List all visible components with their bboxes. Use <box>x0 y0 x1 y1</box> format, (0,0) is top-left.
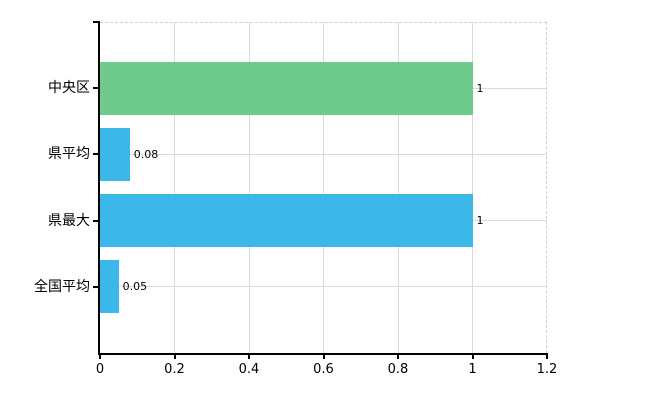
category-label-1: 中央区 <box>48 80 90 97</box>
gridline-vertical <box>174 22 175 353</box>
gridline-horizontal <box>100 286 547 288</box>
x-tick-label: 1 <box>468 362 477 377</box>
x-axis-tick <box>397 353 399 359</box>
y-axis-tick <box>93 153 100 156</box>
plot-area: 0 0.2 0.4 0.6 0.8 1 1.2 中央区 1 県平均 0.08 県最大 1 全国平均 0.05 <box>34 21 557 376</box>
x-axis-tick <box>322 353 325 359</box>
bar-value-label-3: 1 <box>476 214 484 228</box>
bar-value-label-4: 0.05 <box>122 280 148 294</box>
y-axis-line <box>98 22 100 355</box>
y-axis-tick <box>93 21 100 23</box>
x-axis-tick <box>248 353 250 359</box>
gridline-vertical <box>323 22 324 353</box>
x-tick-label: 1.2 <box>536 362 558 377</box>
x-axis-tick <box>173 353 176 359</box>
category-label-4: 全国平均 <box>34 278 90 295</box>
y-axis-tick <box>93 87 100 90</box>
bar-value-label-2: 0.08 <box>133 147 159 161</box>
x-tick-label: 0.4 <box>238 362 260 377</box>
y-axis-tick <box>93 285 100 288</box>
x-axis-tick <box>99 353 101 359</box>
x-tick-label: 0.2 <box>164 362 185 377</box>
x-tick-label: 0 <box>95 362 105 377</box>
x-tick-label: 0.8 <box>387 362 409 377</box>
bar-1 <box>100 61 473 115</box>
x-axis-tick <box>471 353 474 359</box>
gridline-horizontal <box>100 153 547 155</box>
x-axis-tick <box>546 353 548 359</box>
gridline-vertical <box>248 22 250 353</box>
category-label-2: 県平均 <box>48 146 90 163</box>
gridline-vertical <box>397 22 399 353</box>
category-label-3: 県最大 <box>48 212 90 229</box>
bar-4 <box>100 260 119 314</box>
bar-3 <box>100 194 473 248</box>
bar-2 <box>100 127 130 181</box>
plot-frame-right <box>546 22 547 353</box>
bar-value-label-1: 1 <box>476 81 484 95</box>
gridline-vertical <box>472 22 473 353</box>
y-axis-tick <box>93 219 100 222</box>
x-tick-label: 0.6 <box>313 362 334 377</box>
